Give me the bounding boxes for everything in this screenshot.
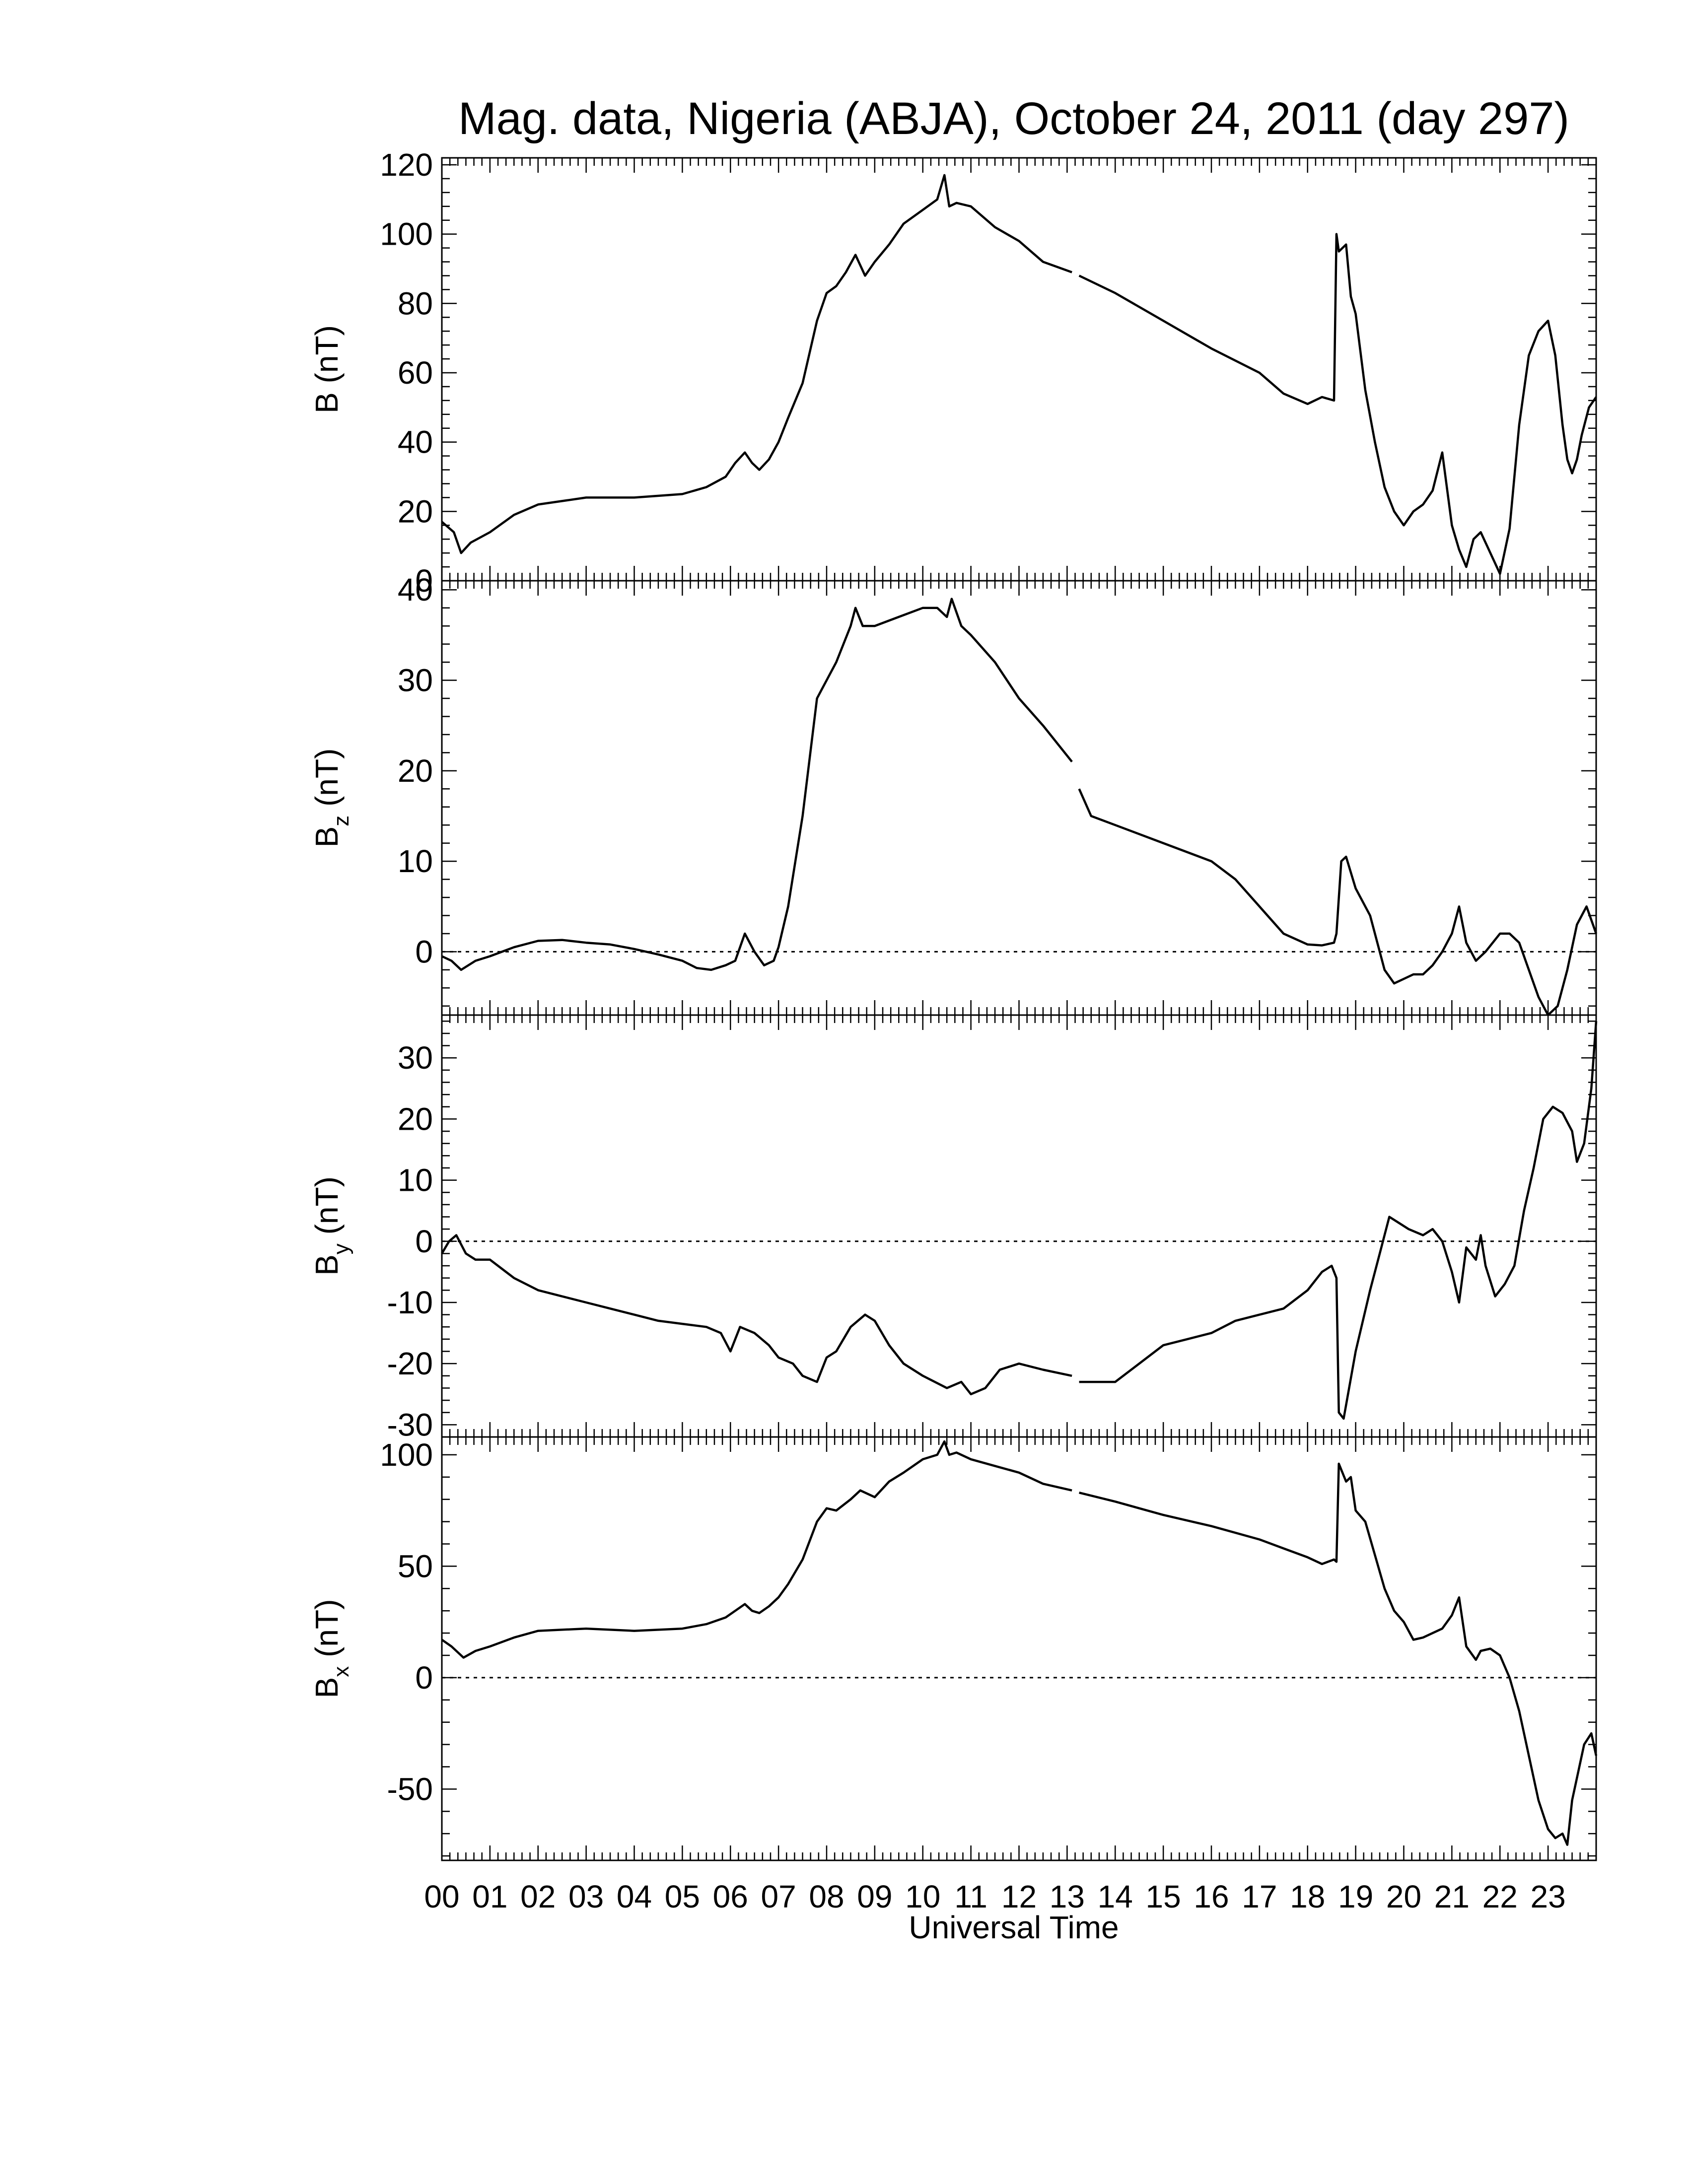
x-tick-label: 06 xyxy=(713,1879,748,1914)
y-axis-label: By (nT) xyxy=(309,1176,353,1276)
y-tick-label: 0 xyxy=(415,563,433,599)
x-axis-label: Universal Time xyxy=(909,1910,1119,1945)
panel-4: -50 0 50 100 Bx (nT) xyxy=(309,1436,1598,1861)
panel-1: 0 20 40 60 80 100 120 B (nT) xyxy=(309,147,1597,599)
x-tick-label: 05 xyxy=(665,1879,700,1914)
y-tick-label: 0 xyxy=(415,1224,433,1259)
y-tick-label: 20 xyxy=(398,493,433,529)
y-axis-label-unit: (nT) xyxy=(309,749,345,816)
plot-frame xyxy=(441,157,1597,582)
y-axis-label: Bz (nT) xyxy=(309,749,353,848)
x-tick-label: 10 xyxy=(905,1879,940,1914)
y-tick-label: 20 xyxy=(398,1101,433,1137)
x-tick-label: 09 xyxy=(857,1879,892,1914)
y-tick-label: -20 xyxy=(387,1346,433,1381)
y-tick-label: 120 xyxy=(380,147,433,183)
y-tick-label: 60 xyxy=(398,355,433,391)
x-tick-label: 23 xyxy=(1531,1879,1566,1914)
y-axis-label-subscript: y xyxy=(329,1243,353,1254)
y-axis-label-symbol: B xyxy=(309,826,345,848)
x-tick-label: 11 xyxy=(954,1879,987,1914)
x-tick-label: 04 xyxy=(617,1879,652,1914)
x-tick-label: 22 xyxy=(1482,1879,1518,1914)
y-tick-label: 30 xyxy=(398,663,433,698)
x-tick-label: 18 xyxy=(1290,1879,1325,1914)
y-tick-label: 40 xyxy=(398,424,433,460)
x-tick-label: 08 xyxy=(809,1879,844,1914)
y-tick-label: 10 xyxy=(398,1162,433,1198)
x-tick-label: 00 xyxy=(424,1879,459,1914)
y-tick-label: 40 xyxy=(398,572,433,608)
y-tick-label: 10 xyxy=(398,843,433,879)
y-axis-label: Bx (nT) xyxy=(309,1599,353,1699)
y-tick-label: 30 xyxy=(398,1040,433,1076)
x-tick-label: 02 xyxy=(520,1879,556,1914)
y-tick-label: 0 xyxy=(415,934,433,969)
y-tick-label: 20 xyxy=(398,753,433,789)
y-tick-label: 100 xyxy=(380,1437,433,1473)
plot-frame xyxy=(441,1436,1597,1861)
y-axis-label-unit: (nT) xyxy=(309,1599,345,1666)
y-tick-label: -30 xyxy=(387,1407,433,1442)
x-tick-label: 13 xyxy=(1050,1879,1085,1914)
y-axis-label-subscript: z xyxy=(329,816,353,826)
x-tick-label: 12 xyxy=(1001,1879,1037,1914)
x-tick-label: 21 xyxy=(1434,1879,1470,1914)
y-tick-label: -10 xyxy=(387,1285,433,1320)
y-tick-label: 50 xyxy=(398,1548,433,1584)
x-tick-label: 15 xyxy=(1146,1879,1181,1914)
x-tick-label: 16 xyxy=(1194,1879,1229,1914)
x-tick-label: 17 xyxy=(1242,1879,1277,1914)
y-axis-label-subscript: x xyxy=(329,1666,353,1677)
x-tick-label: 20 xyxy=(1386,1879,1421,1914)
data-series-line xyxy=(441,174,1597,575)
y-axis-label: B (nT) xyxy=(309,325,345,413)
data-series-line xyxy=(441,1021,1598,1420)
panel-2: 0 10 20 30 40 Bz (nT) xyxy=(309,572,1598,1017)
plot-frame xyxy=(441,1014,1597,1438)
y-tick-label: 100 xyxy=(380,216,433,252)
data-series-line xyxy=(441,598,1598,1017)
y-axis-label-symbol: B xyxy=(309,1254,345,1276)
x-tick-label: 19 xyxy=(1338,1879,1373,1914)
x-tick-label: 14 xyxy=(1098,1879,1133,1914)
y-tick-label: 0 xyxy=(415,1660,433,1696)
x-tick-label: 01 xyxy=(472,1879,507,1914)
x-tick-label: 07 xyxy=(761,1879,796,1914)
plot-frame xyxy=(441,580,1597,1016)
y-axis-label-symbol: B xyxy=(309,392,345,413)
y-tick-label: 80 xyxy=(398,285,433,321)
chart-title: Mag. data, Nigeria (ABJA), October 24, 2… xyxy=(458,93,1569,144)
y-axis-label-symbol: B xyxy=(309,1677,345,1699)
x-tick-label: 03 xyxy=(568,1879,604,1914)
panel-3: -30 -20 -10 0 10 20 30 By (nT) xyxy=(309,1014,1598,1442)
y-axis-label-unit: (nT) xyxy=(309,1176,345,1243)
data-series-line xyxy=(441,1440,1598,1846)
y-axis-label-unit: (nT) xyxy=(309,325,345,392)
y-tick-label: -50 xyxy=(387,1771,433,1807)
